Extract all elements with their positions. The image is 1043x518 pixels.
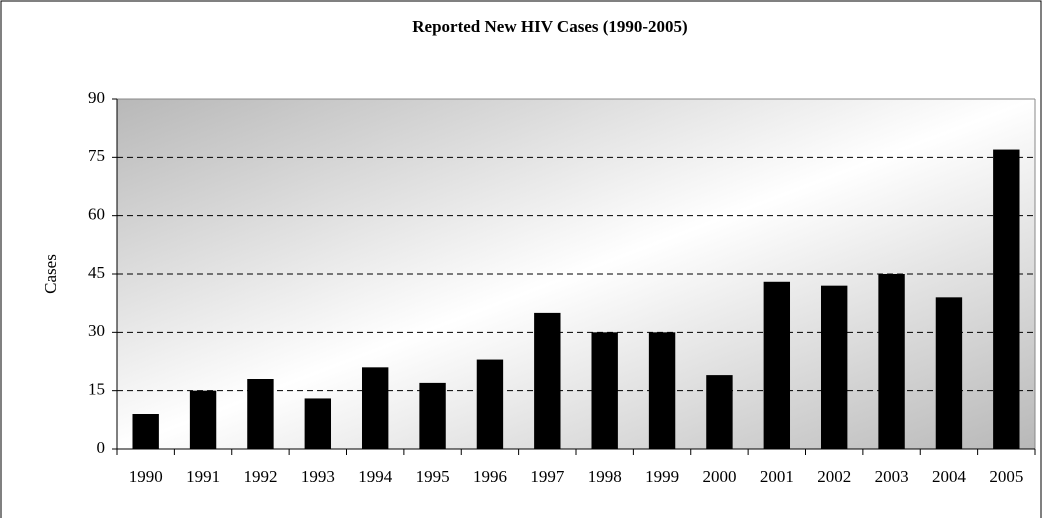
- bar: [935, 297, 963, 449]
- bar: [132, 414, 159, 449]
- bar: [993, 149, 1020, 450]
- bar: [247, 379, 274, 449]
- bar: [534, 312, 561, 449]
- x-tick-label: 2001: [760, 467, 794, 486]
- x-tick-label: 1996: [473, 467, 507, 486]
- x-tick-label: 1995: [416, 467, 450, 486]
- y-tick-label: 90: [88, 88, 105, 107]
- bar: [591, 332, 618, 449]
- x-tick-label: 1990: [129, 467, 163, 486]
- x-tick-label: 2003: [875, 467, 909, 486]
- chart-title: Reported New HIV Cases (1990-2005): [412, 17, 687, 36]
- x-tick-label: 1997: [530, 467, 565, 486]
- bar: [189, 390, 217, 449]
- y-tick-label: 75: [88, 146, 105, 165]
- bar: [820, 285, 848, 449]
- x-tick-label: 2005: [989, 467, 1023, 486]
- x-tick-label: 2004: [932, 467, 967, 486]
- bar: [878, 274, 905, 449]
- y-tick-label: 45: [88, 263, 105, 282]
- y-tick-label: 60: [88, 205, 105, 224]
- bar: [763, 281, 791, 449]
- x-tick-label: 1993: [301, 467, 335, 486]
- bar: [419, 382, 446, 449]
- x-tick-label: 2002: [817, 467, 851, 486]
- x-tick-label: 1999: [645, 467, 679, 486]
- bar: [304, 398, 332, 449]
- bar: [648, 332, 676, 449]
- y-tick-label: 30: [88, 321, 105, 340]
- x-tick-label: 2000: [702, 467, 736, 486]
- x-tick-label: 1998: [588, 467, 622, 486]
- y-tick-label: 0: [97, 438, 106, 457]
- y-tick-label: 15: [88, 380, 105, 399]
- bar: [706, 375, 733, 449]
- bar: [476, 359, 504, 449]
- x-tick-label: 1992: [243, 467, 277, 486]
- y-axis-label: Cases: [41, 254, 60, 294]
- x-tick-label: 1991: [186, 467, 220, 486]
- x-tick-label: 1994: [358, 467, 393, 486]
- bar: [361, 367, 389, 449]
